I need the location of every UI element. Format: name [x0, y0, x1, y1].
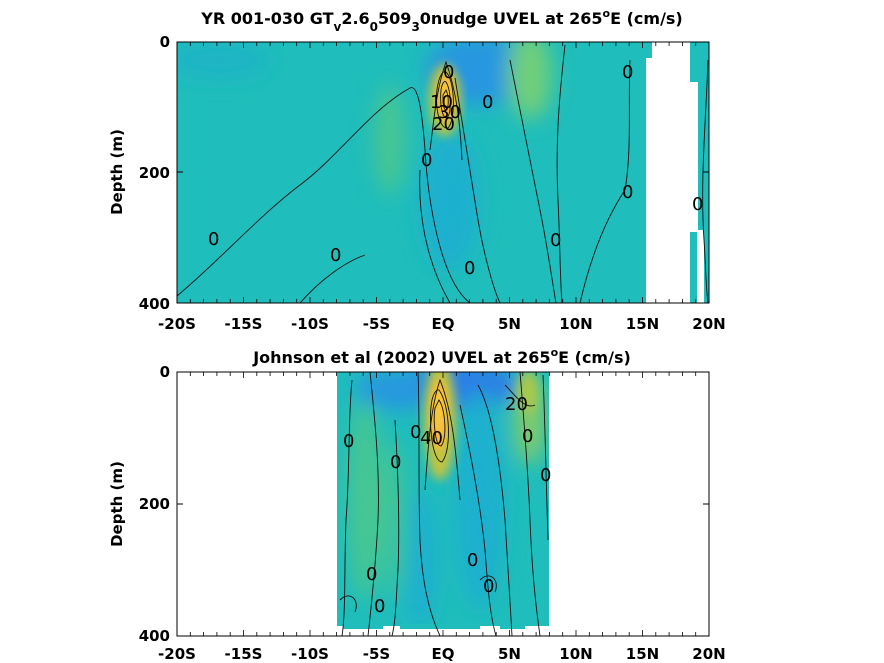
bottom-missing-region-south [177, 372, 337, 636]
bottom-missing-region-north [549, 372, 709, 636]
svg-text:0: 0 [464, 258, 475, 279]
bottom-y-tick-label: 400 [139, 627, 170, 645]
top-x-ticks [176, 42, 710, 303]
top-y-tick-label: 200 [139, 164, 170, 182]
svg-text:0: 0 [390, 452, 401, 473]
svg-text:0: 0 [522, 426, 533, 447]
svg-text:0: 0 [421, 150, 432, 171]
svg-text:0: 0 [483, 576, 494, 597]
bottom-x-ticks [176, 372, 710, 636]
bottom-panel-title: Johnson et al (2002) UVEL at 265oE (cm/s… [252, 346, 631, 367]
top-y-ticks: 0 200 400 [139, 33, 709, 313]
svg-text:10N: 10N [559, 315, 592, 333]
bottom-y-tick-label: 200 [139, 495, 170, 513]
svg-text:-20S: -20S [158, 645, 196, 663]
svg-text:0: 0 [467, 550, 478, 571]
top-y-tick-label: 0 [160, 33, 170, 51]
svg-text:10N: 10N [559, 645, 592, 663]
svg-text:20: 20 [432, 114, 455, 135]
svg-text:-5S: -5S [363, 645, 390, 663]
svg-text:0: 0 [622, 62, 633, 83]
top-heatmap-field [177, 42, 709, 303]
svg-text:-15S: -15S [225, 315, 263, 333]
top-x-tick-labels: -20S -15S -10S -5S EQ 5N 10N 15N 20N [158, 315, 726, 333]
svg-text:-20S: -20S [158, 315, 196, 333]
bottom-x-tick-labels: -20S -15S -10S -5S EQ 5N 10N 15N 20N [158, 645, 726, 663]
svg-text:15N: 15N [626, 645, 659, 663]
bottom-panel: Johnson et al (2002) UVEL at 265oE (cm/s… [108, 346, 726, 663]
svg-text:20: 20 [505, 394, 528, 415]
bottom-heatmap-field [177, 372, 709, 636]
svg-text:0: 0 [330, 245, 341, 266]
svg-text:0: 0 [443, 62, 454, 83]
bottom-y-tick-label: 0 [160, 363, 170, 381]
top-y-tick-label: 400 [139, 295, 170, 313]
svg-text:5N: 5N [498, 315, 521, 333]
bottom-contour-labels: 20 40 0 0 0 0 0 0 0 0 0 [343, 394, 551, 617]
svg-text:0: 0 [343, 431, 354, 452]
svg-text:EQ: EQ [432, 645, 455, 663]
svg-text:-10S: -10S [291, 315, 329, 333]
svg-text:40: 40 [420, 428, 443, 449]
svg-text:5N: 5N [498, 645, 521, 663]
top-missing-region [646, 58, 690, 303]
svg-text:-15S: -15S [225, 645, 263, 663]
svg-text:10: 10 [430, 92, 453, 113]
svg-text:0: 0 [692, 194, 703, 215]
svg-text:0: 0 [550, 230, 561, 251]
svg-text:20N: 20N [692, 315, 725, 333]
svg-text:20N: 20N [692, 645, 725, 663]
top-contours [177, 44, 709, 303]
svg-text:0: 0 [482, 92, 493, 113]
bottom-contours [339, 372, 549, 636]
svg-text:0: 0 [366, 564, 377, 585]
svg-text:15N: 15N [626, 315, 659, 333]
svg-text:-10S: -10S [291, 645, 329, 663]
top-y-axis-label: Depth (m) [108, 129, 126, 215]
svg-text:0: 0 [208, 229, 219, 250]
bottom-y-ticks: 0 200 400 [139, 363, 709, 645]
svg-text:-5S: -5S [363, 315, 390, 333]
svg-text:0: 0 [622, 182, 633, 203]
svg-text:30: 30 [438, 102, 461, 123]
svg-text:0: 0 [410, 422, 421, 443]
top-panel: YR 001-030 GTv2.6050930nudge UVEL at 265… [108, 7, 726, 333]
svg-text:0: 0 [540, 465, 551, 486]
svg-text:0: 0 [374, 596, 385, 617]
top-contour-labels: 0 10 30 20 0 0 0 0 0 0 0 0 0 [208, 62, 703, 279]
svg-text:EQ: EQ [432, 315, 455, 333]
top-panel-title: YR 001-030 GTv2.6050930nudge UVEL at 265… [200, 7, 683, 34]
bottom-y-axis-label: Depth (m) [108, 461, 126, 547]
